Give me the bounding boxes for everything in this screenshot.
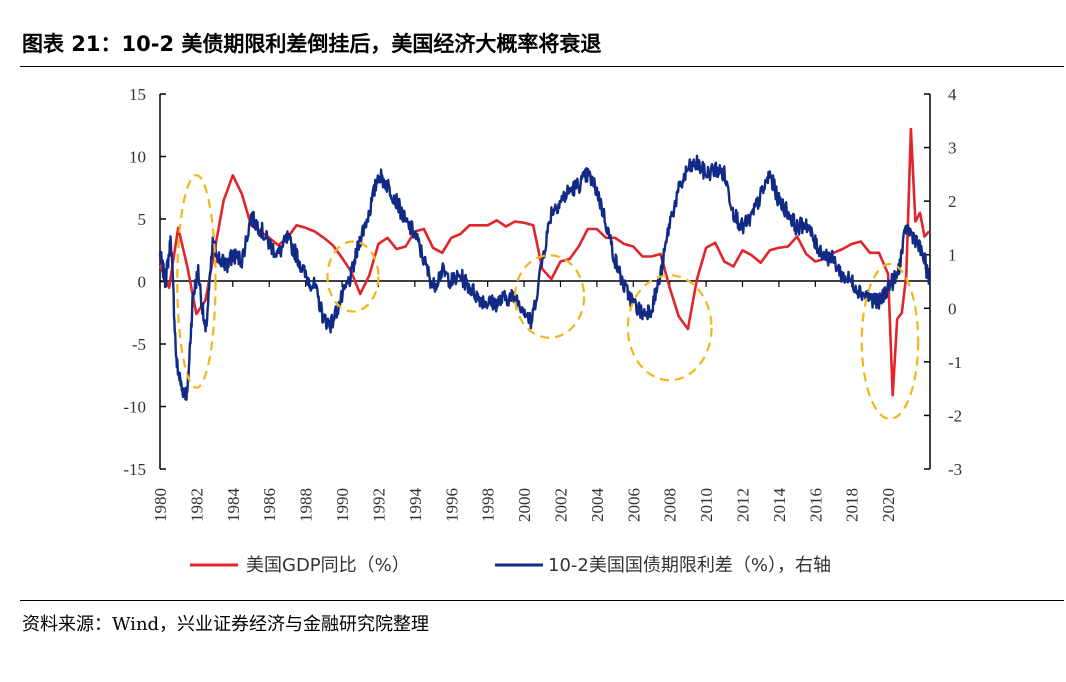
bottom-rule xyxy=(20,600,1064,601)
right-tick-label: 0 xyxy=(948,299,957,318)
right-ticks: 4 3 2 1 0 -1 -2 -3 xyxy=(924,85,962,479)
left-tick-label: 10 xyxy=(129,148,146,167)
left-ticks: 15 10 5 0 -5 -10 -15 xyxy=(123,85,166,479)
series-layer xyxy=(158,127,931,401)
spread-series-line xyxy=(158,154,931,401)
legend-label-spread: 10-2美国国债期限利差（%），右轴 xyxy=(548,555,831,576)
source-note: 资料来源：Wind，兴业证券经济与金融研究院整理 xyxy=(22,614,430,635)
x-tick-label: 1982 xyxy=(187,488,206,522)
x-tick-label: 2016 xyxy=(806,488,825,522)
x-tick-label: 2020 xyxy=(879,488,898,522)
x-ticks: 1980 1982 1984 1986 1988 1990 1992 1994 1996 1998… xyxy=(151,281,898,522)
x-tick-label: 2008 xyxy=(661,488,680,522)
x-tick-label: 2004 xyxy=(588,488,607,523)
legend: 美国GDP同比（%） 10-2美国国债期限利差（%），右轴 xyxy=(190,555,831,576)
right-tick-label: -2 xyxy=(948,406,962,425)
x-tick-label: 2006 xyxy=(624,488,643,522)
x-tick-label: 2014 xyxy=(770,488,789,523)
inversion-highlight-ellipse xyxy=(626,274,713,382)
x-tick-label: 2010 xyxy=(697,488,716,522)
left-tick-label: 0 xyxy=(138,273,147,292)
highlight-ellipses xyxy=(176,174,920,421)
x-tick-label: 2018 xyxy=(843,488,862,522)
right-tick-label: 2 xyxy=(948,192,957,211)
left-tick-label: 5 xyxy=(138,210,147,229)
axes xyxy=(159,94,931,469)
left-tick-label: -15 xyxy=(123,460,146,479)
right-tick-label: 1 xyxy=(948,246,957,265)
inversion-highlight-ellipse xyxy=(513,254,586,339)
x-tick-label: 1988 xyxy=(297,488,316,522)
inversion-highlight-ellipse xyxy=(176,174,217,389)
right-tick-label: 4 xyxy=(948,85,957,104)
left-tick-label: -10 xyxy=(123,398,146,417)
chart-title: 图表 21：10-2 美债期限利差倒挂后，美国经济大概率将衰退 xyxy=(22,32,602,56)
x-tick-label: 1992 xyxy=(369,488,388,522)
x-tick-label: 2000 xyxy=(515,488,534,522)
x-tick-label: 1994 xyxy=(406,488,425,523)
x-tick-label: 1990 xyxy=(333,488,352,522)
gdp-series-line xyxy=(158,127,931,397)
legend-label-gdp: 美国GDP同比（%） xyxy=(246,555,410,576)
x-tick-label: 1996 xyxy=(442,488,461,522)
left-tick-label: -5 xyxy=(132,335,146,354)
x-tick-label: 1980 xyxy=(151,488,170,522)
x-tick-label: 2002 xyxy=(551,488,570,522)
left-tick-label: 15 xyxy=(129,85,146,104)
inversion-highlight-ellipse xyxy=(326,240,380,313)
right-tick-label: -1 xyxy=(948,353,962,372)
inversion-highlight-ellipse xyxy=(860,262,920,421)
x-tick-label: 1998 xyxy=(479,488,498,522)
top-rule xyxy=(20,66,1064,67)
right-tick-label: 3 xyxy=(948,139,957,158)
x-tick-label: 1986 xyxy=(260,488,279,522)
right-tick-label: -3 xyxy=(948,460,962,479)
x-tick-label: 2012 xyxy=(734,488,753,522)
x-tick-label: 1984 xyxy=(224,488,243,523)
